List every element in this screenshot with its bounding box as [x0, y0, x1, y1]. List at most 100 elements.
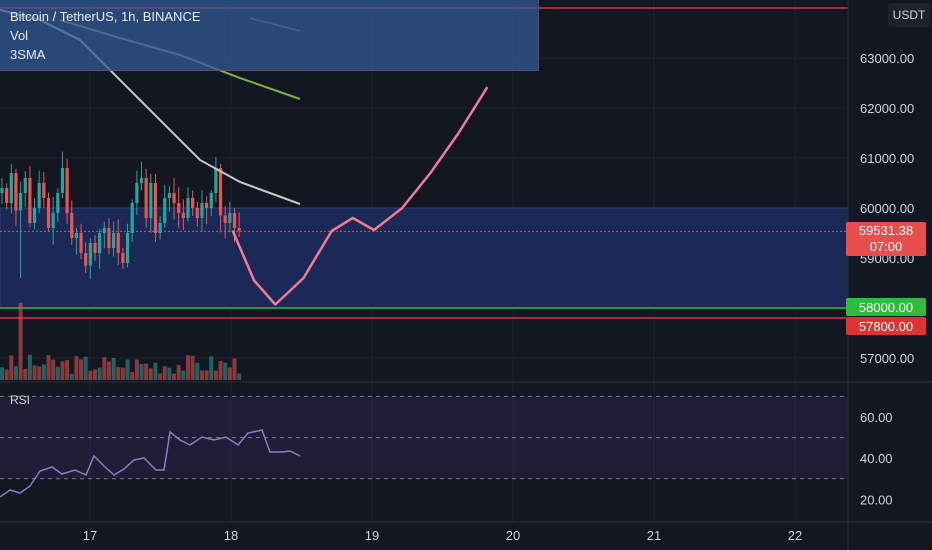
volume-bar [162, 366, 167, 380]
candle-body [125, 233, 130, 263]
rsi-tick-label: 40.00 [860, 451, 893, 466]
candle-body [214, 168, 218, 193]
candle-body [116, 233, 120, 253]
candle-body [98, 233, 102, 253]
candle-body [186, 198, 190, 218]
candle-body [9, 173, 13, 203]
legend-panel: Bitcoin / TetherUS, 1h, BINANCE Vol 3SMA [0, 0, 539, 71]
candle-body [37, 183, 41, 208]
volume-bar [172, 373, 177, 380]
rsi-line [0, 429, 301, 498]
candle-body [130, 203, 134, 233]
time-tick-label: 19 [365, 528, 379, 543]
support-red-label: 57800.00 [846, 317, 926, 335]
candle-body [112, 233, 116, 248]
last-price-label: 59531.38 07:00 [846, 222, 926, 256]
candle-body [172, 193, 176, 203]
candle-body [209, 193, 213, 208]
volume-bar [213, 370, 218, 380]
candle-body [23, 178, 27, 193]
volume-bar [51, 359, 56, 380]
volume-indicator-label[interactable]: Vol [10, 28, 29, 43]
volume-bar [97, 367, 102, 380]
volume-bar [167, 367, 172, 380]
rsi-tick-label: 20.00 [860, 492, 893, 507]
time-tick-label: 21 [647, 528, 661, 543]
candle-body [121, 253, 125, 263]
candle-body [232, 213, 237, 228]
volume-bar [41, 364, 46, 380]
candle-body [56, 193, 60, 213]
volume-bar [199, 370, 204, 380]
candle-body [28, 178, 32, 223]
sma-indicator-label[interactable]: 3SMA [10, 47, 46, 62]
candle-body [74, 233, 78, 238]
candle-body [32, 208, 37, 223]
volume-bar [227, 367, 232, 380]
bar-countdown: 07:00 [869, 239, 903, 254]
volume-bar [74, 356, 79, 380]
volume-bar [0, 367, 4, 380]
currency-tag[interactable]: USDT [888, 3, 930, 27]
candle-body [163, 198, 167, 223]
candle-body [19, 193, 23, 211]
volume-bar [27, 354, 32, 380]
candle-body [144, 178, 148, 218]
volume-bar [176, 364, 181, 380]
candle-body [88, 243, 92, 266]
volume-bar [111, 357, 116, 380]
volume-bar [144, 363, 149, 380]
rsi-tick-label: 60.00 [860, 410, 893, 425]
volume-bar [88, 370, 93, 380]
volume-bar [186, 355, 190, 380]
candle-body [191, 198, 195, 208]
volume-bar [195, 362, 200, 380]
candle-body [218, 168, 223, 216]
candle-body [102, 228, 106, 233]
volume-bar [116, 367, 121, 380]
volume-bar [181, 370, 186, 380]
projection-path [231, 86, 489, 306]
time-tick-label: 22 [788, 528, 802, 543]
volume-bar [232, 358, 237, 380]
candle-body [79, 233, 83, 253]
volume-bar [223, 362, 228, 380]
candle-body [70, 213, 74, 238]
volume-bar [204, 370, 209, 380]
volume-bar [18, 302, 23, 380]
candle-body [167, 193, 171, 198]
volume-bar [46, 354, 51, 380]
candle-body [60, 168, 65, 193]
candle-body [158, 223, 162, 233]
price-tick-label: 60000.00 [860, 201, 914, 216]
volume-bar [65, 360, 70, 380]
candle-body [65, 168, 69, 213]
volume-bar [102, 357, 107, 380]
volume-bar [23, 368, 28, 380]
volume-bar [209, 356, 214, 380]
candle-body [107, 228, 111, 248]
symbol-title[interactable]: Bitcoin / TetherUS, 1h, BINANCE [10, 9, 201, 24]
rsi-title: RSI [10, 393, 31, 407]
volume-bar [93, 369, 97, 380]
candle-body [93, 243, 97, 253]
volume-bar [79, 359, 84, 380]
candle-body [223, 215, 227, 223]
volume-bar [125, 359, 130, 380]
volume-bar [69, 373, 74, 380]
volume-bar [32, 365, 37, 380]
volume-bar [106, 361, 111, 380]
candle-body [0, 188, 4, 193]
volume-bar [218, 360, 223, 380]
candle-body [46, 198, 51, 228]
candle-body [84, 253, 88, 266]
time-tick-label: 17 [83, 528, 97, 543]
candle-body [14, 173, 18, 211]
price-tick-label: 63000.00 [860, 51, 914, 66]
price-tick-label: 57000.00 [860, 351, 914, 366]
volume-bar [4, 369, 9, 380]
candle-body [177, 203, 181, 213]
candle-body [139, 178, 144, 183]
volume-bar [60, 361, 65, 380]
